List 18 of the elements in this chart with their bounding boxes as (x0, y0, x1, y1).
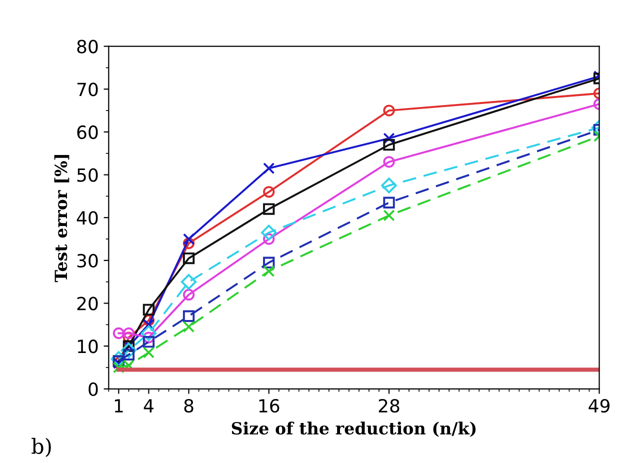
y-tick-label: 50 (77, 168, 98, 182)
x-tick-label: 8 (184, 398, 194, 413)
x-tick-label: 16 (259, 398, 280, 413)
text: b) (32, 438, 51, 457)
y-axis-title: Test error [%] (54, 154, 70, 282)
y-tick-label: 70 (77, 82, 98, 96)
y-tick-label: 20 (77, 296, 98, 310)
x-tick-label: 49 (588, 398, 610, 413)
x-tick-label: 28 (378, 398, 400, 413)
x-axis-title: Size of the reduction (n/k) (232, 422, 476, 437)
y-tick-label: 40 (76, 211, 98, 225)
x-tick-label: 1 (114, 399, 123, 412)
y-tick-label: 10 (78, 340, 98, 354)
y-tick-label: 80 (77, 40, 98, 54)
x-tick-label: 4 (144, 399, 154, 412)
y-tick-label: 0 (88, 382, 98, 396)
y-tick-label: 60 (77, 125, 98, 140)
y-tick-label: 30 (77, 254, 98, 268)
